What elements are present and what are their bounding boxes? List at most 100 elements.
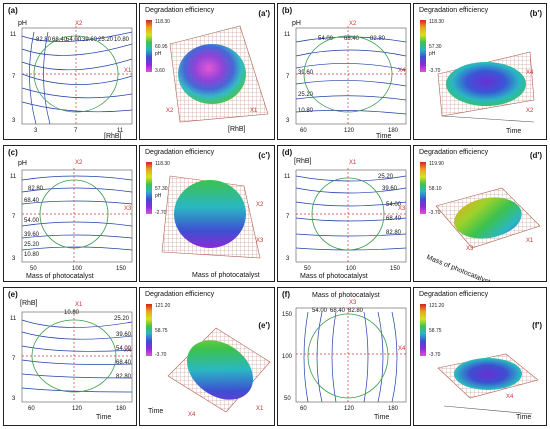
contour-label: 68.40: [52, 37, 68, 43]
colorbar-mid: 57.30: [155, 186, 168, 192]
surface-plot: [435, 187, 541, 249]
x-axis-label: Time: [96, 414, 112, 421]
colorbar-min: -3.70: [429, 352, 441, 358]
axis-code: X3: [124, 206, 132, 212]
x-tick: 50: [30, 266, 37, 272]
contour-panel-f: (f) Mass of photocatalyst 150 100 50 60 …: [277, 287, 411, 426]
colorbar-extra: pH: [155, 51, 162, 57]
colorbar-mid: 58.75: [155, 328, 168, 334]
axis-label: Time: [506, 128, 522, 135]
y-tick: 3: [12, 118, 16, 124]
colorbar-extra: pH: [429, 51, 436, 57]
x-tick: 50: [304, 266, 311, 272]
colorbar-min: -2.70: [155, 210, 167, 216]
axis-code: X1: [526, 238, 534, 244]
panel-tag: (e): [8, 290, 18, 299]
axis-code: X1: [349, 160, 357, 166]
contour-label: 10.80: [298, 108, 314, 114]
x-axis-label: Mass of photocatalyst: [300, 273, 368, 280]
x-tick: 60: [28, 406, 35, 412]
panel-tag: (c): [8, 148, 18, 157]
y-tick: 150: [282, 312, 293, 318]
contour-label: 25.20: [98, 37, 114, 43]
contour-label: 68.40: [24, 198, 40, 204]
x-tick: 100: [72, 266, 83, 272]
axis-label: Time: [516, 414, 532, 421]
contour-label: 39.60: [24, 232, 40, 238]
contour-label: 82.80: [370, 36, 386, 42]
surface-panel-d3d: Degradation efficiency (d') 119.90 58.10…: [413, 145, 547, 282]
x-tick: 150: [390, 266, 401, 272]
contour-label: 39.60: [298, 70, 314, 76]
colorbar-mid: 58.10: [429, 186, 442, 192]
panel-tag: (d): [282, 148, 293, 157]
axis-code: X4: [188, 412, 196, 418]
axis-code: X4: [124, 348, 132, 354]
contour-label: 82.80: [28, 186, 44, 192]
colorbar: [420, 20, 426, 72]
x-tick: 120: [344, 128, 355, 134]
axis-code: X2: [256, 202, 264, 208]
panel-tag: (a'): [258, 9, 270, 18]
axis-code: X3: [466, 246, 474, 252]
panel-tag: (a): [8, 6, 18, 15]
y-tick: 3: [12, 256, 16, 262]
colorbar-mid: 60.95: [155, 44, 168, 50]
y-axis-label: pH: [18, 20, 27, 27]
contour-plot: [21, 310, 133, 403]
axis-code: X2: [166, 108, 174, 114]
colorbar-max: 121.20: [155, 303, 171, 309]
colorbar: [146, 304, 152, 356]
x-axis-label: Mass of photocatalyst: [26, 273, 94, 280]
axis-label: Mass of photocatalyst: [192, 272, 260, 279]
panel-tag: (f'): [532, 321, 542, 330]
colorbar-min: -3.70: [429, 210, 441, 216]
surface-plot: [161, 175, 261, 259]
contour-panel-e: (e) [RhB] 11 7 3 60 120 180 Time 10.80 2…: [3, 287, 137, 426]
x-tick: 60: [300, 406, 307, 412]
panel-title: Degradation efficiency: [419, 291, 489, 298]
axis-code: X4: [506, 394, 514, 400]
contour-label: 82.80: [386, 230, 402, 236]
contour-label: 25.20: [24, 242, 40, 248]
contour-panel-b: (b) pH 11 7 3 60 120 180 Time 54.00 68.4…: [277, 3, 411, 140]
surface-plot: [167, 327, 271, 413]
colorbar: [420, 162, 426, 214]
panel-title: Degradation efficiency: [419, 7, 489, 14]
contour-label: 25.20: [298, 92, 314, 98]
y-tick: 11: [10, 32, 17, 38]
y-tick: 3: [286, 118, 290, 124]
contour-label: 54.00: [312, 308, 328, 314]
surface-panel-a3d: Degradation efficiency (a') 118.30 60.95…: [139, 3, 275, 140]
axis-code: X2: [75, 21, 83, 27]
colorbar-max: 118.30: [155, 19, 170, 25]
contour-plot: [21, 26, 133, 125]
contour-label: 54.00: [66, 37, 82, 43]
colorbar-mid: 57.30: [429, 44, 442, 50]
contour-label: 54.00: [116, 346, 132, 352]
contour-label: 10.80: [24, 252, 40, 258]
y-tick: 11: [10, 316, 17, 322]
y-tick: 7: [286, 74, 290, 80]
contour-label: 82.80: [116, 374, 132, 380]
axis-code: X4: [398, 346, 406, 352]
y-axis-label: [RhB]: [20, 300, 38, 307]
panel-title: Degradation efficiency: [145, 149, 215, 156]
surface-plot: [437, 51, 535, 123]
contour-label: 10.80: [64, 310, 80, 316]
x-tick: 3: [34, 128, 38, 134]
contour-label: 68.40: [344, 36, 360, 42]
panel-tag: (d'): [529, 151, 542, 160]
axis-label: [RhB]: [228, 126, 246, 133]
surface-plot: [169, 25, 269, 123]
axis-code: X3: [256, 238, 264, 244]
panel-title: Degradation efficiency: [145, 7, 215, 14]
panel-tag: (b'): [529, 9, 542, 18]
colorbar: [420, 304, 426, 356]
colorbar-max: 118.30: [155, 161, 170, 167]
y-tick: 7: [12, 214, 16, 220]
colorbar-mid: 58.75: [429, 328, 442, 334]
axis-code: X4: [398, 68, 406, 74]
contour-label: 25.20: [114, 316, 130, 322]
panel-title: Degradation efficiency: [145, 291, 215, 298]
